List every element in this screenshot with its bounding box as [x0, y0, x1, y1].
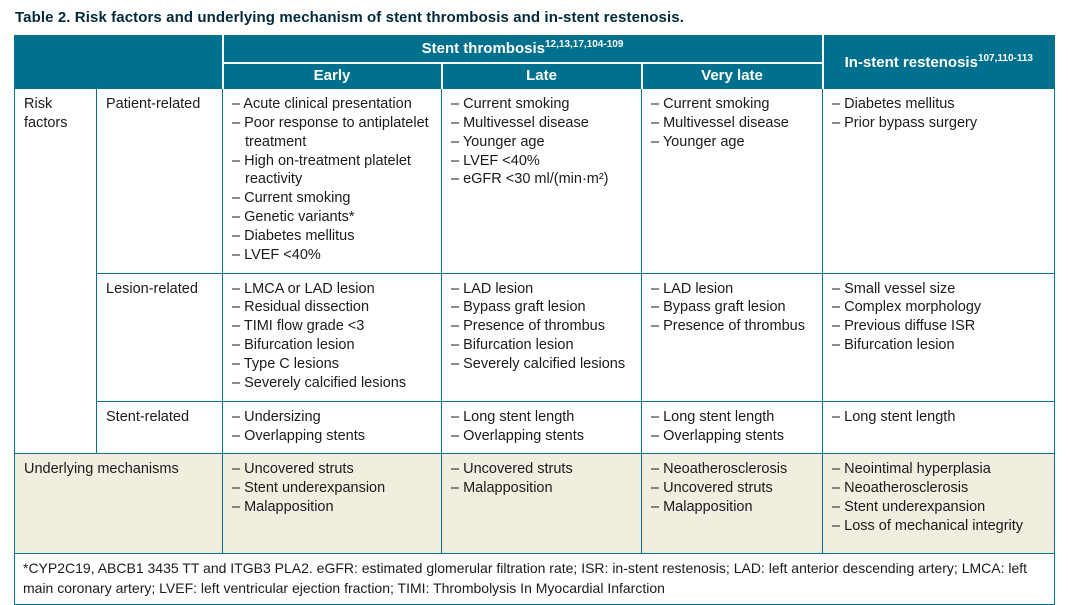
list-item: Current smoking	[451, 95, 633, 114]
list-item: Stent underexpansion	[832, 498, 1046, 517]
footnote: *CYP2C19, ABCB1 3435 TT and ITGB3 PLA2. …	[13, 553, 1056, 605]
list-item: Type C lesions	[232, 355, 433, 374]
list-item: TIMI flow grade <3	[232, 317, 433, 336]
mechanisms-label: Underlying mechanisms	[14, 453, 223, 555]
list-item: Severely calcified lesions	[232, 374, 433, 393]
list-item: High on-treatment platelet reactivity	[232, 152, 433, 190]
list-item: Overlapping stents	[232, 427, 433, 446]
list-item: Malapposition	[451, 479, 633, 498]
list-item: Younger age	[651, 133, 814, 152]
list-item: Presence of thrombus	[451, 317, 633, 336]
list-item: Bifurcation lesion	[832, 336, 1046, 355]
list-item: Uncovered struts	[651, 479, 814, 498]
list-item: Poor response to antiplatelet treatment	[232, 114, 433, 152]
header-row-subcolumns: Early Late Very late	[15, 62, 1055, 89]
list-item: Small vessel size	[832, 280, 1046, 299]
row-label-stent-related: Stent-related	[96, 400, 223, 455]
list-item: Long stent length	[451, 408, 633, 427]
list-item: Neointimal hyperplasia	[832, 460, 1046, 479]
list-item: Loss of mechanical integrity	[832, 517, 1046, 536]
row-label-lesion-related: Lesion-related	[96, 272, 223, 402]
list-item: Younger age	[451, 133, 633, 152]
list-item: Current smoking	[232, 189, 433, 208]
cell-mechanisms-very-late: NeoatherosclerosisUncovered strutsMalapp…	[640, 453, 824, 555]
list-item: Genetic variants*	[232, 208, 433, 227]
cell-lesion-early: LMCA or LAD lesionResidual dissectionTIM…	[222, 272, 442, 402]
list-item: LVEF <40%	[232, 246, 433, 265]
list-item: Uncovered struts	[232, 460, 433, 479]
list-item: Neoatherosclerosis	[651, 460, 814, 479]
row-patient-related: Risk factors Patient-related Acute clini…	[14, 87, 1056, 455]
list-item: Malapposition	[651, 498, 814, 517]
list-item: Multivessel disease	[651, 114, 814, 133]
header-late: Late	[441, 62, 643, 89]
row-underlying-mechanisms: Underlying mechanisms Uncovered strutsSt…	[14, 453, 1056, 555]
list-item: LVEF <40%	[451, 152, 633, 171]
isr-refs: 107,110-113	[977, 52, 1033, 64]
row-lesion-related: Lesion-related LMCA or LAD lesionResidua…	[15, 272, 1056, 402]
cell-mechanisms-late: Uncovered strutsMalapposition	[441, 453, 642, 555]
row-stent-related: Stent-related UndersizingOverlapping ste…	[15, 400, 1056, 455]
list-item: Complex morphology	[832, 298, 1046, 317]
cell-lesion-isr: Small vessel sizeComplex morphologyPrevi…	[822, 272, 1056, 402]
risk-factors-table: Stent thrombosis12,13,17,104-109 In-sten…	[13, 35, 1056, 605]
header-stent-thrombosis: Stent thrombosis12,13,17,104-109	[221, 35, 824, 64]
cell-patient-late: Current smokingMultivessel diseaseYounge…	[441, 88, 642, 274]
list-item: Residual dissection	[232, 298, 433, 317]
list-item: eGFR <30 ml/(min·m²)	[451, 170, 633, 189]
list-item: Bypass graft lesion	[451, 298, 633, 317]
list-item: LMCA or LAD lesion	[232, 280, 433, 299]
list-item: Severely calcified lesions	[451, 355, 633, 374]
header-row-groups: Stent thrombosis12,13,17,104-109 In-sten…	[14, 35, 1056, 89]
cell-stent-very-late: Long stent lengthOverlapping stents	[640, 400, 824, 455]
list-item: Undersizing	[232, 408, 433, 427]
list-item: LAD lesion	[451, 280, 633, 299]
list-item: Bypass graft lesion	[651, 298, 814, 317]
cell-mechanisms-early: Uncovered strutsStent underexpansionMala…	[222, 453, 442, 555]
list-item: Multivessel disease	[451, 114, 633, 133]
table-title: Table 2. Risk factors and underlying mec…	[15, 9, 684, 26]
list-item: Long stent length	[651, 408, 814, 427]
risk-factors-label: Risk factors	[14, 87, 97, 455]
list-item: Acute clinical presentation	[232, 95, 433, 114]
cell-stent-early: UndersizingOverlapping stents	[222, 400, 442, 455]
row-label-patient-related: Patient-related	[96, 88, 223, 274]
list-item: LAD lesion	[651, 280, 814, 299]
header-early: Early	[222, 62, 443, 89]
list-item: Bifurcation lesion	[232, 336, 433, 355]
list-item: Malapposition	[232, 498, 433, 517]
list-item: Presence of thrombus	[651, 317, 814, 336]
list-item: Diabetes mellitus	[232, 227, 433, 246]
cell-stent-isr: Long stent length	[822, 400, 1056, 455]
list-item: Prior bypass surgery	[832, 114, 1046, 133]
cell-patient-very-late: Current smokingMultivessel diseaseYounge…	[640, 88, 824, 274]
list-item: Stent underexpansion	[232, 479, 433, 498]
row-footnote: *CYP2C19, ABCB1 3435 TT and ITGB3 PLA2. …	[13, 553, 1056, 605]
stent-thrombosis-label: Stent thrombosis	[421, 40, 545, 58]
isr-label: In-stent restenosis	[844, 53, 978, 71]
header-in-stent-restenosis: In-stent restenosis107,110-113	[821, 35, 1056, 89]
list-item: Neoatherosclerosis	[832, 479, 1046, 498]
cell-lesion-late: LAD lesionBypass graft lesionPresence of…	[441, 272, 642, 402]
cell-stent-late: Long stent lengthOverlapping stents	[441, 400, 642, 455]
stent-thrombosis-refs: 12,13,17,104-109	[544, 39, 624, 51]
cell-patient-early: Acute clinical presentationPoor response…	[222, 88, 442, 274]
list-item: Bifurcation lesion	[451, 336, 633, 355]
list-item: Diabetes mellitus	[832, 95, 1046, 114]
cell-mechanisms-isr: Neointimal hyperplasiaNeoatherosclerosis…	[822, 453, 1056, 555]
list-item: Previous diffuse ISR	[832, 317, 1046, 336]
list-item: Overlapping stents	[651, 427, 814, 446]
cell-patient-isr: Diabetes mellitusPrior bypass surgery	[822, 88, 1056, 274]
cell-lesion-very-late: LAD lesionBypass graft lesionPresence of…	[640, 272, 824, 402]
header-very-late: Very late	[640, 62, 824, 89]
list-item: Overlapping stents	[451, 427, 633, 446]
header-blank-cell	[14, 35, 224, 89]
list-item: Long stent length	[832, 408, 1046, 427]
list-item: Uncovered struts	[451, 460, 633, 479]
list-item: Current smoking	[651, 95, 814, 114]
